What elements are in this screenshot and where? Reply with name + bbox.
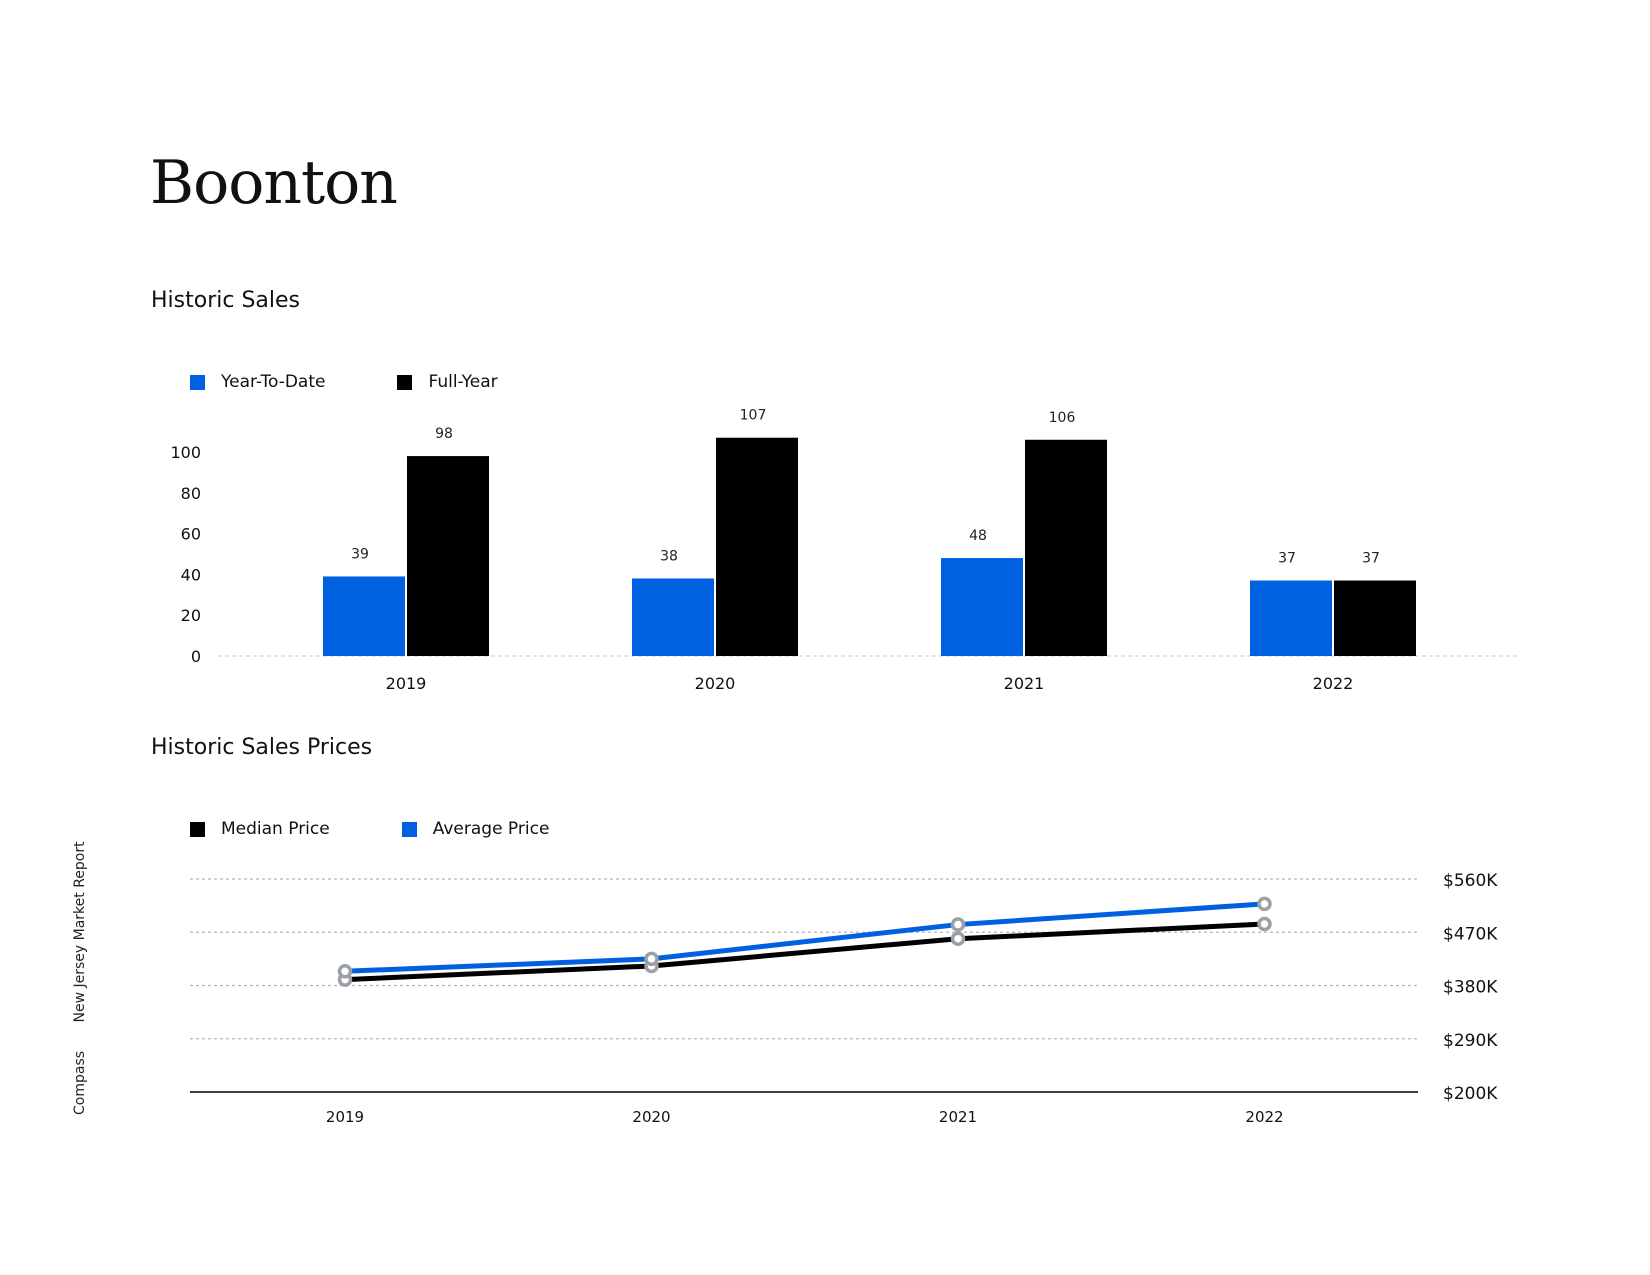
y-tick-label: 60 xyxy=(181,525,201,544)
bar xyxy=(407,456,489,656)
legend-label-ytd: Year-To-Date xyxy=(221,372,326,392)
x-tick-label: 2019 xyxy=(386,674,427,693)
y-tick-label: $290K xyxy=(1443,1031,1498,1051)
bar-data-label: 107 xyxy=(740,408,767,424)
page-title: Boonton xyxy=(150,148,398,218)
y-tick-label: 20 xyxy=(181,606,201,625)
legend-item-average: Average Price xyxy=(401,819,550,839)
x-tick-label: 2020 xyxy=(695,674,736,693)
series-line xyxy=(342,921,1267,983)
sales-chart-title: Historic Sales xyxy=(151,288,301,313)
y-tick-label: 80 xyxy=(181,484,201,503)
legend-label-average: Average Price xyxy=(432,819,550,839)
x-tick-label: 2021 xyxy=(1004,674,1045,693)
bar-data-label: 37 xyxy=(1362,551,1380,567)
legend-label-median: Median Price xyxy=(221,819,330,839)
legend-item-median: Median Price xyxy=(190,819,330,839)
sales-legend: Year-To-Date Full-Year xyxy=(190,372,570,392)
legend-swatch-full-year xyxy=(397,374,413,390)
data-point-marker xyxy=(950,931,966,947)
prices-legend: Median Price Average Price xyxy=(190,819,621,839)
bar xyxy=(632,578,714,656)
data-point-marker xyxy=(950,917,966,932)
legend-item-full-year: Full-Year xyxy=(397,372,498,392)
y-tick-label: $200K xyxy=(1443,1084,1498,1104)
data-point-marker xyxy=(1257,916,1272,932)
x-tick-label: 2021 xyxy=(939,1108,977,1126)
prices-chart-title: Historic Sales Prices xyxy=(151,735,373,760)
y-tick-label: 40 xyxy=(181,565,201,584)
x-tick-label: 2020 xyxy=(632,1108,670,1126)
bar xyxy=(323,576,405,656)
series-line xyxy=(342,901,1267,974)
legend-swatch-average xyxy=(401,821,417,837)
data-point-marker xyxy=(337,964,353,979)
bar xyxy=(1025,439,1107,656)
data-point-marker xyxy=(1257,896,1272,912)
bar-data-label: 38 xyxy=(660,548,678,564)
y-tick-label: $560K xyxy=(1443,871,1498,891)
bar xyxy=(716,437,798,656)
bar xyxy=(1334,580,1416,656)
legend-item-ytd: Year-To-Date xyxy=(190,372,325,392)
legend-swatch-median xyxy=(190,821,205,837)
y-tick-label: 100 xyxy=(170,443,201,462)
x-tick-label: 2019 xyxy=(326,1108,364,1126)
bar-data-label: 37 xyxy=(1278,551,1296,567)
sales-bar-chart: 0 20 40 60 80 100 39 98 2019 38 107 2020 48 106 2021 37… xyxy=(170,408,1520,693)
legend-swatch-ytd xyxy=(190,374,205,390)
data-point-marker xyxy=(644,951,659,967)
bar-data-label: 106 xyxy=(1049,410,1076,426)
y-tick-label: 0 xyxy=(191,647,201,666)
x-tick-label: 2022 xyxy=(1245,1108,1283,1126)
bar-data-label: 39 xyxy=(351,546,369,562)
bar xyxy=(1250,580,1332,656)
bar-data-label: 48 xyxy=(969,528,987,544)
x-tick-label: 2022 xyxy=(1313,674,1354,693)
bar-data-label: 98 xyxy=(435,426,453,442)
y-tick-label: $380K xyxy=(1443,978,1498,998)
y-tick-label: $470K xyxy=(1443,924,1498,944)
bar xyxy=(941,558,1023,656)
legend-label-full-year: Full-Year xyxy=(428,372,498,392)
